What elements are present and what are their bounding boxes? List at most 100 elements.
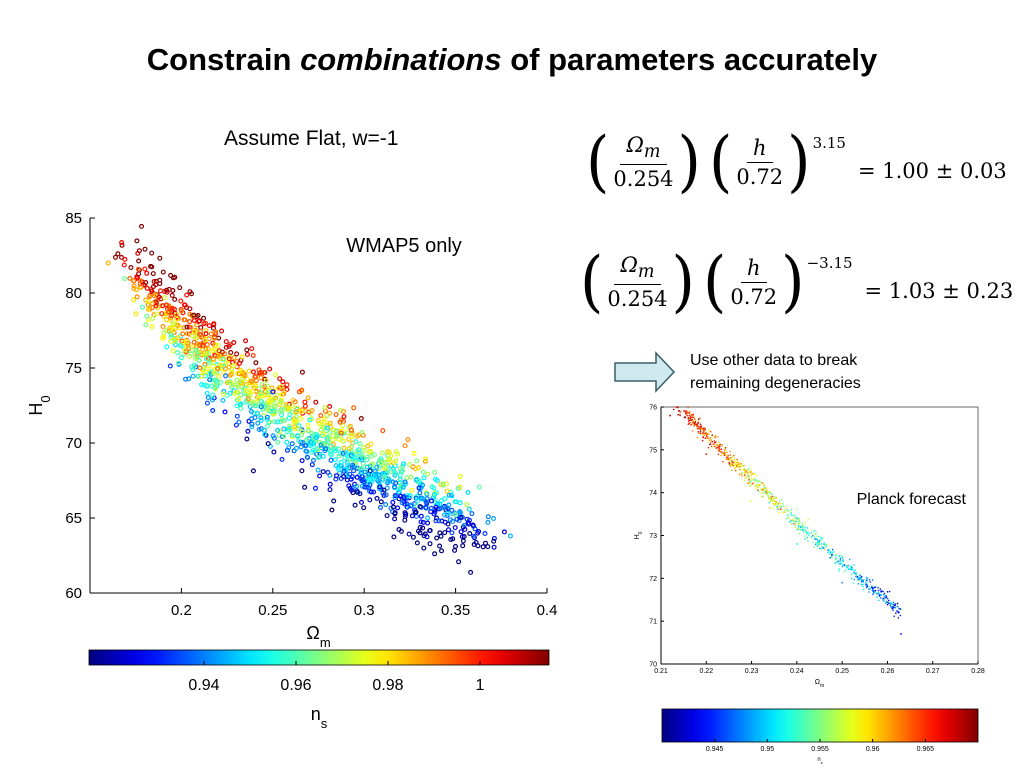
data-point bbox=[279, 412, 285, 418]
data-point bbox=[302, 399, 308, 405]
data-point bbox=[181, 340, 187, 346]
data-point bbox=[122, 276, 128, 282]
data-point bbox=[790, 511, 792, 513]
data-point bbox=[853, 564, 855, 566]
data-point bbox=[692, 415, 694, 417]
data-point bbox=[296, 423, 302, 429]
data-point bbox=[896, 605, 899, 608]
data-point bbox=[896, 610, 898, 612]
data-point bbox=[750, 471, 752, 474]
data-point bbox=[368, 489, 374, 495]
data-point bbox=[462, 526, 468, 532]
data-point bbox=[423, 499, 429, 505]
data-point bbox=[414, 540, 420, 546]
data-point bbox=[704, 437, 707, 439]
data-point bbox=[264, 414, 270, 420]
data-point bbox=[453, 512, 459, 518]
data-point bbox=[151, 293, 157, 299]
data-point bbox=[191, 317, 197, 323]
data-point bbox=[877, 587, 879, 589]
data-point bbox=[283, 402, 289, 408]
data-point bbox=[757, 489, 759, 491]
data-point bbox=[886, 597, 889, 600]
data-point bbox=[714, 445, 716, 448]
data-point bbox=[850, 573, 853, 575]
data-point bbox=[876, 593, 878, 595]
data-point bbox=[845, 565, 848, 567]
data-point bbox=[738, 466, 740, 469]
data-point bbox=[289, 432, 295, 438]
y-tick-label: 73 bbox=[649, 533, 657, 540]
data-point bbox=[806, 533, 808, 535]
data-point bbox=[692, 413, 694, 416]
data-point bbox=[293, 409, 299, 415]
data-point bbox=[322, 405, 328, 411]
data-point bbox=[212, 342, 218, 348]
data-point bbox=[871, 587, 874, 590]
data-point bbox=[197, 331, 203, 337]
data-point bbox=[243, 388, 249, 394]
data-point bbox=[687, 418, 690, 420]
data-point bbox=[228, 371, 234, 377]
y-tick-label: 65 bbox=[65, 510, 82, 527]
data-point bbox=[377, 486, 383, 492]
data-point bbox=[718, 441, 720, 444]
data-point bbox=[892, 606, 894, 608]
data-point bbox=[707, 429, 710, 432]
data-point bbox=[424, 534, 430, 540]
data-point bbox=[231, 363, 237, 369]
data-point bbox=[805, 530, 807, 532]
data-point bbox=[391, 534, 397, 540]
data-point bbox=[721, 451, 723, 453]
data-point bbox=[798, 528, 800, 531]
data-point bbox=[201, 315, 207, 321]
data-point bbox=[491, 516, 497, 522]
data-point bbox=[733, 458, 736, 461]
data-point bbox=[328, 457, 334, 463]
data-point bbox=[439, 518, 445, 524]
data-point bbox=[253, 403, 259, 409]
data-point bbox=[849, 565, 852, 568]
data-point bbox=[733, 465, 736, 467]
data-point bbox=[351, 468, 357, 474]
data-point bbox=[696, 426, 699, 428]
data-point bbox=[309, 462, 315, 468]
data-point bbox=[413, 477, 419, 483]
data-point bbox=[801, 524, 804, 527]
data-point bbox=[264, 423, 270, 429]
h-denominator: 0.72 bbox=[736, 164, 784, 189]
data-point bbox=[244, 351, 250, 357]
data-point bbox=[272, 372, 278, 378]
data-point bbox=[351, 455, 357, 461]
data-point bbox=[698, 426, 700, 428]
data-point bbox=[717, 453, 720, 456]
data-point bbox=[699, 427, 702, 430]
data-point bbox=[886, 603, 889, 606]
data-point bbox=[761, 489, 764, 492]
data-point bbox=[259, 399, 265, 405]
data-point bbox=[222, 366, 228, 372]
data-point bbox=[757, 491, 760, 493]
data-point bbox=[305, 422, 311, 428]
data-point bbox=[168, 318, 174, 324]
data-point bbox=[369, 453, 375, 459]
data-point bbox=[341, 409, 347, 415]
y-tick-label: 74 bbox=[649, 490, 657, 497]
data-point bbox=[838, 570, 840, 572]
data-point bbox=[796, 517, 798, 519]
data-point bbox=[713, 440, 716, 442]
data-point bbox=[272, 404, 278, 410]
data-point bbox=[341, 445, 347, 451]
data-point bbox=[751, 477, 753, 479]
data-point bbox=[270, 389, 276, 395]
data-point bbox=[401, 461, 407, 467]
data-point bbox=[327, 481, 333, 487]
data-point bbox=[145, 302, 151, 308]
data-point bbox=[723, 448, 726, 451]
data-point bbox=[885, 600, 888, 603]
data-point bbox=[485, 519, 491, 525]
data-point bbox=[782, 503, 784, 505]
data-point bbox=[897, 617, 900, 619]
data-point bbox=[862, 585, 864, 588]
data-point bbox=[714, 441, 716, 444]
